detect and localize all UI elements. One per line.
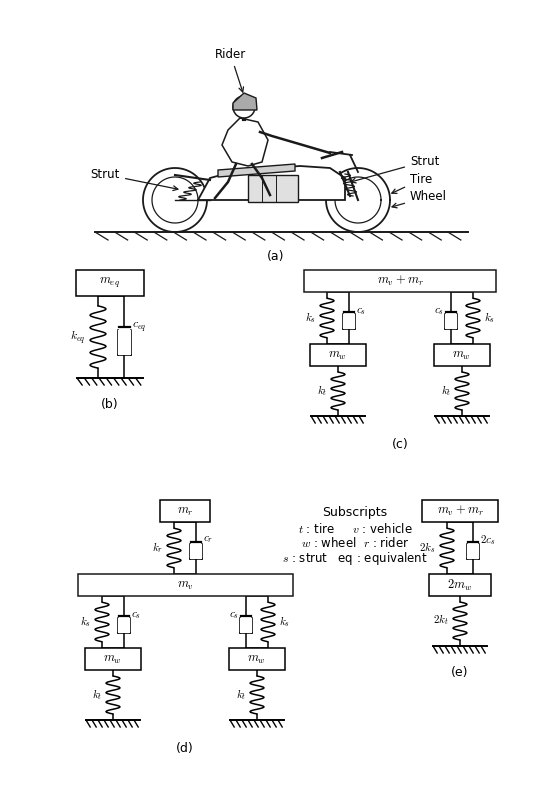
Text: (b): (b) <box>101 398 119 411</box>
Bar <box>310 344 366 366</box>
Text: $k_s$: $k_s$ <box>484 310 495 325</box>
Text: $m_w$: $m_w$ <box>103 652 123 666</box>
Text: Strut: Strut <box>91 168 178 190</box>
Text: $m_w$: $m_w$ <box>248 652 267 666</box>
Text: $k_t$: $k_t$ <box>317 384 327 399</box>
Text: (e): (e) <box>451 666 469 679</box>
Text: Subscripts: Subscripts <box>322 506 388 519</box>
Bar <box>85 648 141 670</box>
Circle shape <box>233 96 255 118</box>
Bar <box>229 648 285 670</box>
Text: $k_{eq}$: $k_{eq}$ <box>70 329 86 346</box>
Bar <box>248 175 298 202</box>
Text: $k_s$: $k_s$ <box>305 310 316 325</box>
Text: $2k_t$: $2k_t$ <box>433 612 449 627</box>
Bar <box>467 544 479 559</box>
Text: (c): (c) <box>392 438 408 451</box>
Text: $k_s$: $k_s$ <box>80 615 91 630</box>
Text: Tire: Tire <box>392 173 432 193</box>
Text: $c_s$: $c_s$ <box>131 610 141 621</box>
Text: (d): (d) <box>176 742 194 755</box>
Bar <box>434 344 490 366</box>
Bar <box>445 314 457 329</box>
Text: Strut: Strut <box>351 155 440 183</box>
Bar <box>76 270 144 296</box>
Text: (a): (a) <box>267 250 285 263</box>
Text: $k_t$: $k_t$ <box>236 688 246 703</box>
Text: $c_s$: $c_s$ <box>229 610 239 621</box>
Text: $c_s$: $c_s$ <box>434 307 444 318</box>
Polygon shape <box>222 118 268 166</box>
Polygon shape <box>198 166 345 200</box>
Text: $2m_w$: $2m_w$ <box>447 578 473 593</box>
Bar <box>429 574 491 596</box>
Text: $t$ : tire     $v$ : vehicle: $t$ : tire $v$ : vehicle <box>298 522 413 536</box>
Bar <box>422 500 498 522</box>
Text: $w$ : wheel  $r$ : rider: $w$ : wheel $r$ : rider <box>301 536 409 550</box>
Polygon shape <box>233 93 257 110</box>
Text: Wheel: Wheel <box>392 190 447 208</box>
Text: $m_v+m_r$: $m_v+m_r$ <box>377 274 424 288</box>
Text: $k_t$: $k_t$ <box>92 688 102 703</box>
Bar <box>343 314 355 329</box>
Bar <box>160 500 210 522</box>
Text: $m_w$: $m_w$ <box>452 348 472 362</box>
Bar <box>190 544 202 559</box>
Bar <box>117 330 131 354</box>
Text: $2c_s$: $2c_s$ <box>480 533 495 547</box>
Text: $m_v$: $m_v$ <box>176 578 194 592</box>
Polygon shape <box>218 164 295 177</box>
Bar <box>304 270 496 292</box>
Text: Rider: Rider <box>215 48 246 92</box>
Text: $m_{eq}$: $m_{eq}$ <box>100 276 121 290</box>
Bar <box>118 618 130 633</box>
Text: $m_v+m_r$: $m_v+m_r$ <box>436 504 483 518</box>
Text: $2k_s$: $2k_s$ <box>419 541 436 556</box>
Text: $m_r$: $m_r$ <box>176 505 194 517</box>
Text: $k_s$: $k_s$ <box>279 615 290 630</box>
Text: $c_{eq}$: $c_{eq}$ <box>132 320 147 334</box>
Text: $c_r$: $c_r$ <box>203 534 213 545</box>
Text: $c_s$: $c_s$ <box>356 307 366 318</box>
Text: $k_t$: $k_t$ <box>441 384 451 399</box>
Text: $s$ : strut   eq : equivalent: $s$ : strut eq : equivalent <box>282 550 428 567</box>
Bar <box>77 574 293 596</box>
Text: $k_r$: $k_r$ <box>152 541 163 556</box>
Bar <box>240 618 252 633</box>
Text: $m_w$: $m_w$ <box>328 348 347 362</box>
